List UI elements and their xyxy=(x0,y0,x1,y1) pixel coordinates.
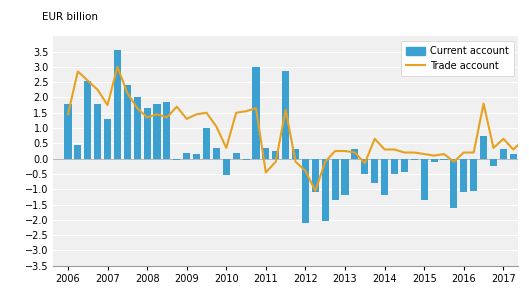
Bar xyxy=(332,159,339,200)
Bar xyxy=(242,159,250,160)
Bar xyxy=(213,148,220,159)
Bar xyxy=(470,159,477,191)
Bar xyxy=(233,153,240,159)
Bar xyxy=(173,159,180,160)
Bar xyxy=(193,154,200,159)
Bar xyxy=(74,145,81,159)
Bar xyxy=(450,159,458,207)
Bar xyxy=(134,98,141,159)
Bar xyxy=(361,159,368,174)
Bar xyxy=(342,159,349,195)
Bar xyxy=(292,149,299,159)
Bar xyxy=(401,159,408,172)
Bar xyxy=(510,154,517,159)
Bar xyxy=(500,149,507,159)
Bar xyxy=(490,159,497,166)
Bar xyxy=(65,104,71,159)
Bar xyxy=(163,102,170,159)
Bar xyxy=(282,72,289,159)
Bar xyxy=(519,159,527,204)
Bar xyxy=(262,148,269,159)
Bar xyxy=(480,136,487,159)
Bar xyxy=(124,85,131,159)
Bar xyxy=(143,108,151,159)
Bar xyxy=(322,159,329,221)
Bar xyxy=(431,159,437,162)
Bar xyxy=(351,149,359,159)
Bar xyxy=(153,104,161,159)
Bar xyxy=(371,159,378,183)
Bar xyxy=(183,153,190,159)
Bar xyxy=(391,159,398,174)
Bar xyxy=(411,159,418,160)
Bar xyxy=(302,159,309,223)
Bar xyxy=(272,151,279,159)
Bar xyxy=(104,119,111,159)
Bar xyxy=(312,159,319,192)
Bar xyxy=(441,159,448,160)
Bar xyxy=(460,159,467,192)
Bar xyxy=(223,159,230,175)
Bar xyxy=(84,81,92,159)
Bar xyxy=(381,159,388,195)
Bar xyxy=(252,67,260,159)
Bar xyxy=(114,50,121,159)
Legend: Current account, Trade account: Current account, Trade account xyxy=(400,41,514,76)
Bar xyxy=(203,128,210,159)
Text: EUR billion: EUR billion xyxy=(42,12,98,22)
Bar xyxy=(94,104,101,159)
Bar xyxy=(421,159,428,200)
